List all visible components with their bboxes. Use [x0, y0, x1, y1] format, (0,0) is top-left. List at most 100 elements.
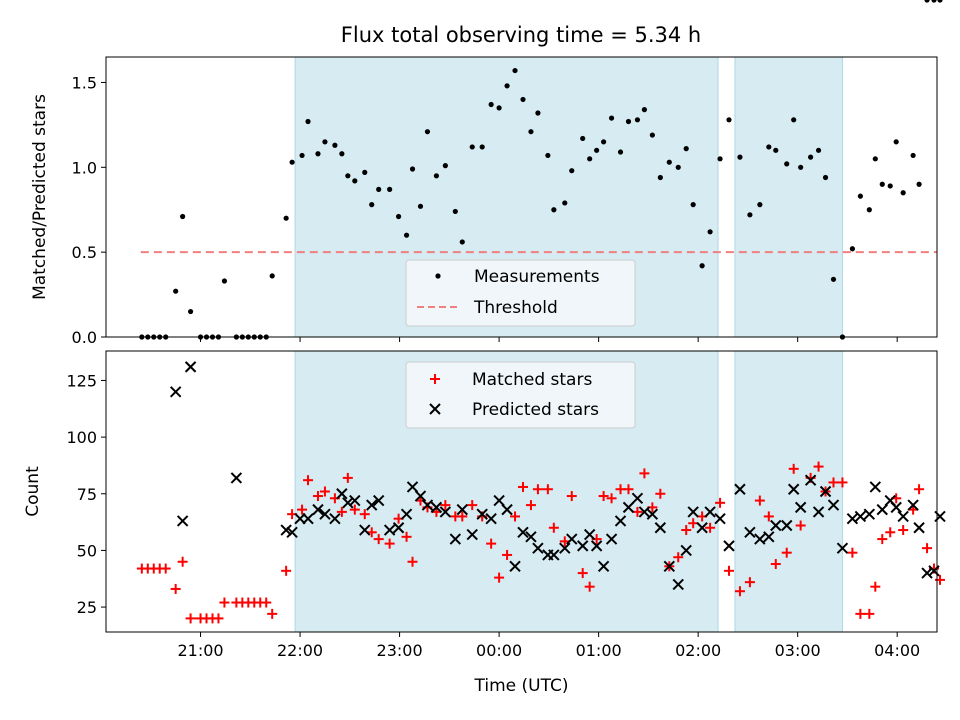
matched-point	[606, 493, 617, 504]
predicted-point	[638, 506, 651, 518]
time-x-axis: 21:00 22:00 23:00 00:00 01:00 02:00 03:00 04:00	[177, 632, 920, 660]
matched-point	[639, 468, 650, 479]
chart-title: Flux total observing time = 5.34 h	[341, 23, 701, 47]
matched-point	[734, 586, 745, 597]
measurement-point	[822, 174, 829, 181]
predicted-point	[414, 490, 427, 502]
matched-point	[655, 488, 666, 499]
measurement-point	[442, 163, 448, 169]
matched-point	[525, 500, 536, 511]
predicted-point	[476, 508, 488, 520]
predicted-point	[876, 503, 888, 516]
matched-point	[763, 511, 774, 522]
predicted-point	[680, 544, 692, 557]
predicted-point	[169, 386, 182, 398]
matched-point	[914, 484, 925, 495]
matched-point	[788, 463, 799, 474]
x-tick-label: 03:00	[775, 641, 821, 660]
measurement-point	[931, 0, 937, 3]
predicted-star-points	[169, 361, 946, 591]
measurement-point	[488, 101, 494, 108]
measurement-point	[737, 154, 743, 160]
matched-point	[715, 497, 726, 508]
matched-point	[457, 511, 468, 522]
predicted-point	[781, 519, 793, 532]
measurement-point	[666, 159, 672, 165]
matched-point	[349, 504, 360, 515]
predicted-point	[913, 522, 925, 534]
predicted-point	[687, 506, 699, 518]
predicted-point	[430, 501, 443, 514]
measurement-point	[608, 115, 615, 121]
ratio-legend: Measurements Threshold	[405, 259, 636, 327]
measurement-point	[352, 178, 358, 184]
predicted-point	[329, 512, 341, 525]
measurement-point	[707, 229, 713, 235]
predicted-point	[280, 524, 292, 536]
predicted-point	[485, 512, 497, 525]
matched-point	[312, 491, 323, 502]
measurement-point	[910, 152, 916, 159]
matched-point	[584, 581, 595, 592]
measurement-point	[395, 213, 402, 220]
predicted-point	[787, 483, 800, 495]
predicted-point	[406, 481, 419, 493]
measurement-point	[520, 96, 526, 103]
matched-point	[542, 484, 553, 495]
measurement-point	[866, 207, 872, 213]
predicted-point	[501, 503, 513, 516]
measurement-point	[937, 0, 943, 3]
matched-point	[781, 547, 792, 558]
measurement-point	[900, 190, 906, 196]
predicted-point	[897, 510, 909, 523]
predicted-point	[319, 508, 331, 520]
predicted-point	[614, 515, 627, 527]
matched-point	[688, 518, 699, 529]
ratio-legend-box	[405, 259, 636, 327]
measurement-point	[173, 288, 179, 294]
x-tick-label: 00:00	[476, 641, 522, 660]
matched-point	[336, 506, 347, 517]
matched-point	[566, 491, 577, 502]
predicted-point	[342, 497, 354, 509]
matched-point	[384, 538, 395, 549]
predicted-point	[672, 578, 684, 591]
matched-point	[185, 613, 196, 624]
predicted-point	[819, 485, 832, 498]
measurement-point	[535, 110, 541, 116]
measurement-point	[924, 0, 930, 3]
matched-point	[885, 527, 896, 538]
measurement-point	[424, 129, 431, 135]
matched-point	[632, 506, 643, 517]
predicted-point	[654, 522, 667, 534]
y-tick-label: 1.0	[72, 158, 97, 177]
matched-point	[623, 484, 634, 495]
predicted-point	[456, 503, 468, 516]
y-tick-label: 1.5	[72, 73, 97, 92]
predicted-point	[517, 526, 529, 538]
predicted-point	[934, 510, 946, 523]
matched-point	[724, 565, 735, 576]
x-tick-label: 22:00	[277, 641, 323, 660]
y-tick-label: 75	[77, 485, 97, 504]
measurement-point	[675, 164, 681, 170]
predicted-point	[696, 522, 708, 534]
measurement-point	[289, 159, 295, 165]
measurement-point	[479, 144, 485, 150]
predicted-point	[622, 501, 635, 514]
predicted-point	[366, 499, 378, 511]
predicted-point	[421, 499, 434, 511]
matched-point	[160, 563, 171, 574]
matched-point	[705, 522, 716, 533]
x-tick-label: 04:00	[874, 641, 920, 660]
predicted-point	[754, 533, 766, 545]
predicted-point	[566, 533, 578, 545]
matched-point	[744, 577, 755, 588]
legend-plus-mark	[430, 374, 440, 384]
measurement-point	[299, 152, 305, 159]
predicted-point	[548, 549, 560, 561]
matched-point	[795, 520, 806, 531]
matched-point	[673, 552, 684, 563]
legend-cross-mark	[429, 403, 441, 415]
count-axes-frame	[105, 350, 938, 633]
